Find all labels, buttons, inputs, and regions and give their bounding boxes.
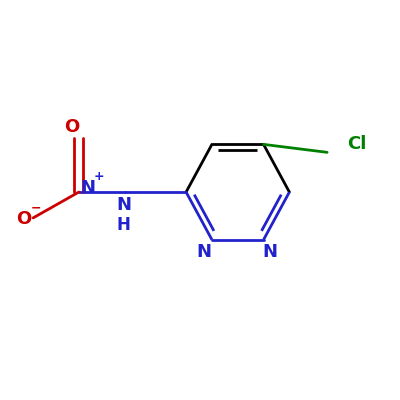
Text: H: H (117, 216, 131, 234)
Text: O: O (16, 210, 32, 228)
Text: N: N (80, 179, 95, 197)
Text: N: N (196, 243, 212, 261)
Text: −: − (31, 202, 41, 214)
Text: +: + (93, 170, 104, 184)
Text: O: O (64, 118, 80, 136)
Text: N: N (116, 196, 131, 214)
Text: Cl: Cl (347, 135, 366, 153)
Text: N: N (262, 243, 277, 261)
